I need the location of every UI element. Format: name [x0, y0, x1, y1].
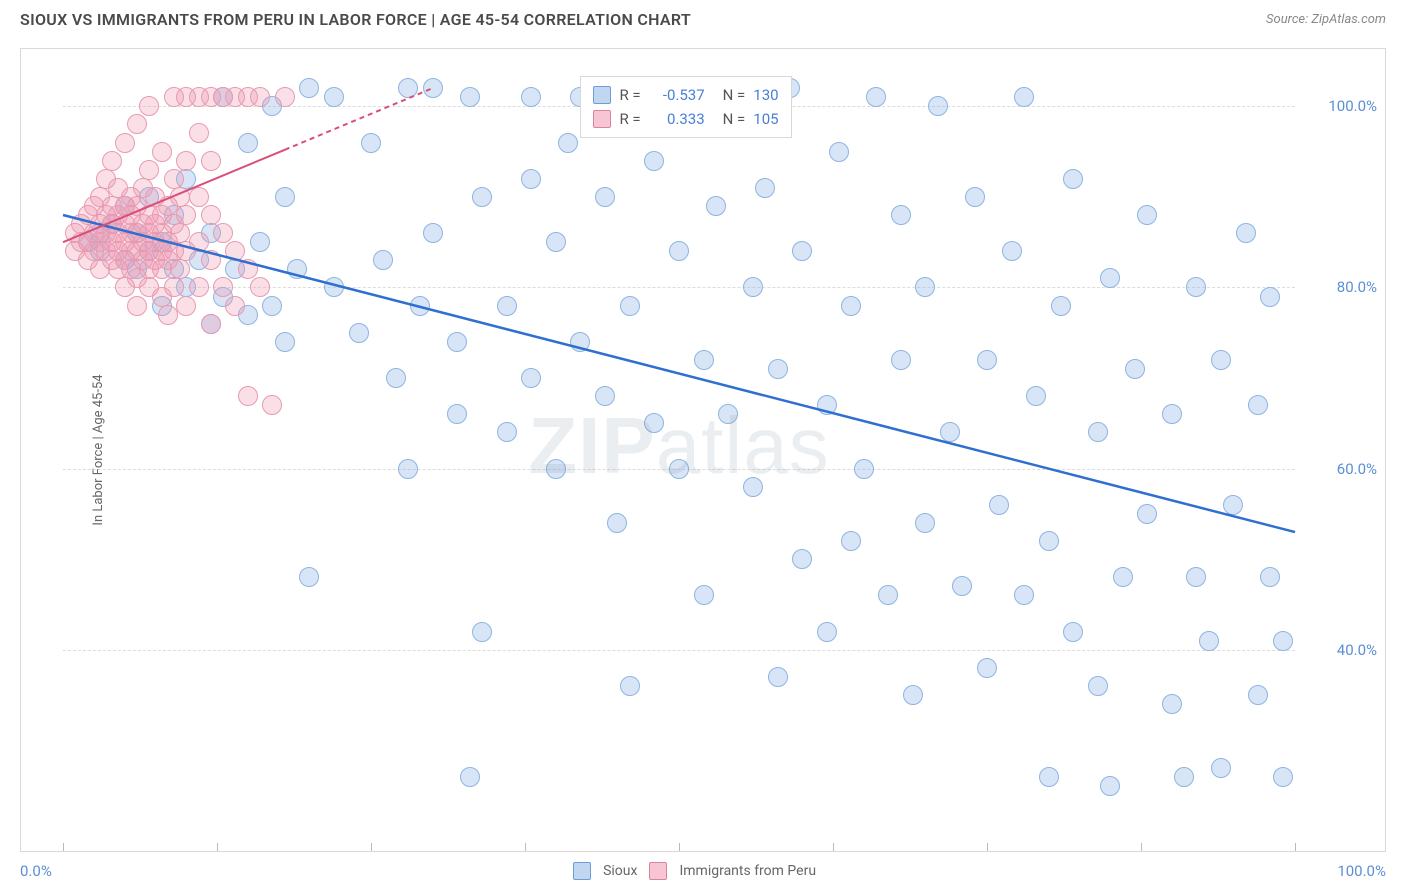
legend-r-value: -0.537 — [649, 83, 705, 107]
chart-container: In Labor Force | Age 45-54 ZIPatlas R =-… — [20, 48, 1386, 852]
legend-n-value: 130 — [753, 83, 778, 107]
legend-n-label: N = — [723, 83, 746, 107]
x-axis-bottom-bar: 0.0% Sioux Immigrants from Peru 100.0% — [20, 856, 1386, 886]
x-tick — [525, 843, 526, 851]
y-tick-label: 40.0% — [1305, 641, 1377, 659]
x-tick — [987, 843, 988, 851]
y-tick-label: 100.0% — [1305, 97, 1377, 115]
legend-r-value: 0.333 — [649, 107, 705, 131]
legend-swatch — [593, 110, 611, 128]
legend-swatch — [573, 862, 591, 880]
series-legend: Sioux Immigrants from Peru — [573, 862, 816, 880]
x-axis-min-label: 0.0% — [20, 862, 52, 880]
x-tick — [1141, 843, 1142, 851]
legend-n-label: N = — [723, 107, 746, 131]
legend-r-label: R = — [619, 107, 640, 131]
x-tick — [833, 843, 834, 851]
legend-row: R = -0.537 N = 130 — [593, 83, 778, 107]
chart-header: SIOUX VS IMMIGRANTS FROM PERU IN LABOR F… — [0, 0, 1406, 37]
x-axis-max-label: 100.0% — [1337, 862, 1386, 880]
trend-lines — [63, 61, 1295, 831]
legend-swatch — [593, 86, 611, 104]
legend-swatch — [649, 862, 667, 880]
legend-n-value: 105 — [753, 107, 778, 131]
x-tick — [679, 843, 680, 851]
legend-row: R = 0.333 N = 105 — [593, 107, 778, 131]
y-tick-label: 60.0% — [1305, 460, 1377, 478]
chart-source: Source: ZipAtlas.com — [1266, 12, 1386, 27]
legend-series-label: Sioux — [603, 863, 637, 879]
legend-series-label: Immigrants from Peru — [679, 863, 816, 879]
x-tick — [63, 843, 64, 851]
chart-title: SIOUX VS IMMIGRANTS FROM PERU IN LABOR F… — [20, 10, 691, 29]
x-tick — [371, 843, 372, 851]
x-tick — [217, 843, 218, 851]
y-tick-label: 80.0% — [1305, 278, 1377, 296]
correlation-legend: R = -0.537 N = 130 R = 0.333 N = 105 — [580, 76, 791, 138]
legend-r-label: R = — [619, 83, 640, 107]
plot-area: ZIPatlas R =-0.537N =130R =0.333N =105 4… — [63, 61, 1295, 831]
x-tick — [1295, 843, 1296, 851]
